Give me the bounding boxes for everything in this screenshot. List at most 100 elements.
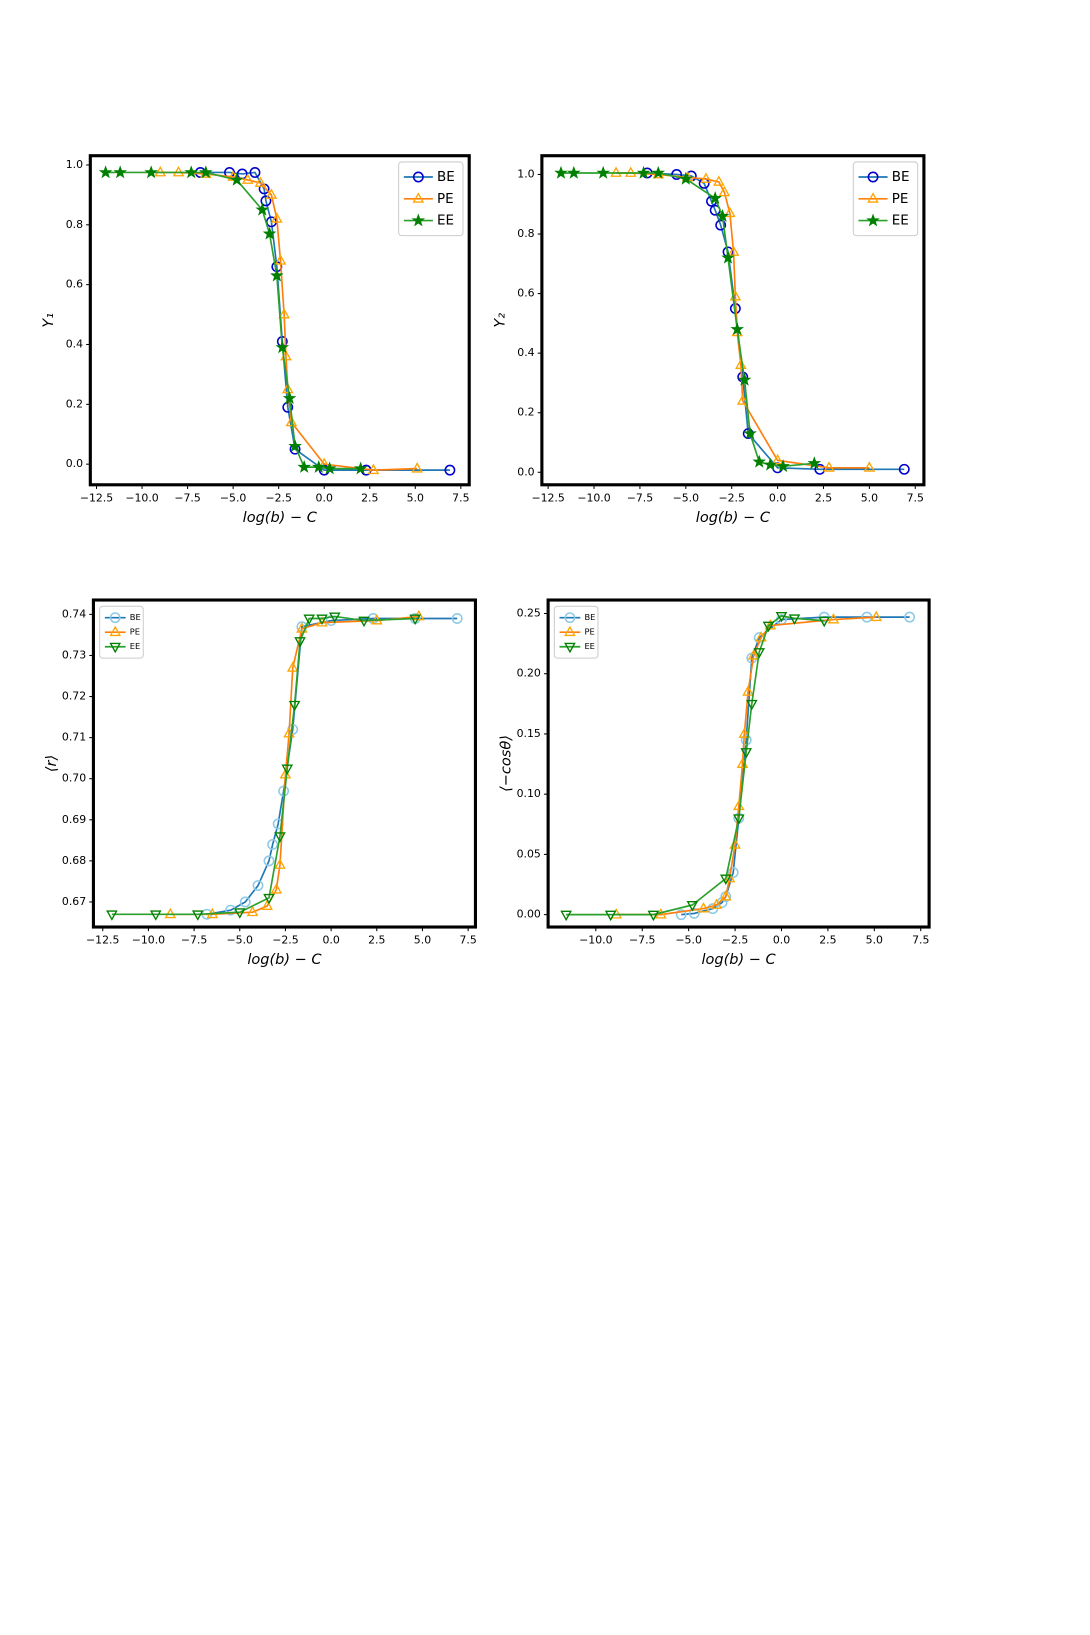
marker [719,874,732,886]
marker [771,453,784,465]
marker [199,165,213,179]
marker [281,764,294,775]
marker [775,611,788,623]
marker [294,637,306,648]
marker [144,165,158,179]
marker [567,165,581,179]
marker [328,612,341,623]
x-tick-label: 5.0 [866,934,883,947]
marker [724,206,736,218]
marker [288,700,301,712]
series-line [111,615,416,916]
marker [316,616,328,627]
subplot: −12.5 −10.0 −7.5 −5.0 −2.5 0.0 2.5 5.0 7.5 0.67 0.… [44,598,478,968]
y-tick-label: 0.8 [66,218,83,231]
legend-label: EE [892,213,909,229]
plot-frame [546,598,931,929]
marker [554,165,568,179]
legend-marker [867,192,879,203]
marker [262,226,277,240]
legend-label: PE [437,191,454,207]
marker [296,622,308,633]
y-tick-label: 0.73 [62,648,86,661]
marker [411,462,423,473]
y-tick-label: 0.25 [517,607,541,620]
marker [898,463,910,475]
marker [807,456,822,470]
marker [358,616,370,628]
legend-marker [412,171,424,183]
marker [274,858,286,869]
y-tick-label: 0.6 [66,278,83,291]
x-tick-label: −10.0 [125,491,158,504]
y-axis-label: Y₂ [492,313,508,328]
marker [723,871,736,883]
x-tick-label: 0.0 [316,491,333,504]
legend-marker [867,171,879,183]
legend-label: PE [892,191,909,207]
marker [713,175,725,186]
x-tick-label: 7.5 [907,491,924,504]
marker [735,358,747,370]
legend-marker [564,612,576,624]
marker [675,909,687,921]
marker [671,169,683,180]
plot-frame [540,154,926,487]
y-tick-label: 0.8 [517,227,534,240]
marker [227,170,239,181]
marker [191,910,204,921]
marker [229,172,244,186]
x-axis-label: log(b) − C [696,510,771,526]
series-line [681,616,910,916]
marker [367,463,380,475]
marker [282,401,294,413]
series-line [105,171,361,470]
x-tick-label: 7.5 [452,491,469,504]
x-tick-label: 5.0 [414,934,431,947]
marker [610,166,622,177]
legend-marker [564,642,576,654]
x-tick-label: −5.0 [220,491,247,504]
marker [233,908,246,919]
marker [98,165,113,179]
x-tick-label: 7.5 [912,934,929,947]
legend-label: EE [584,641,595,651]
marker [409,614,421,626]
x-axis-label: log(b) − C [247,952,322,968]
marker [311,460,326,473]
marker [700,172,712,183]
y-tick-label: 0.4 [66,337,83,350]
marker [270,883,283,894]
subplot: −12.5 −10.0 −7.5 −5.0 −2.5 0.0 2.5 5.0 7.5 0.0 0.2… [41,154,471,526]
marker [863,461,876,472]
marker [113,165,127,179]
marker [241,173,254,184]
marker [274,832,286,843]
legend-marker [866,213,880,227]
marker [636,165,651,179]
x-tick-label: −2.5 [265,491,291,504]
y-tick-label: 0.71 [62,731,86,744]
y-tick-label: 0.15 [517,727,541,740]
marker [730,322,744,336]
series-line [206,617,458,916]
marker [281,382,294,394]
y-tick-label: 0.70 [62,772,86,785]
marker [270,268,284,282]
marker [753,648,766,659]
y-tick-label: 0.6 [517,287,534,300]
x-tick-label: −10.0 [577,491,610,504]
marker [282,391,297,405]
x-tick-label: −12.5 [86,934,119,947]
marker [322,461,337,475]
marker [715,219,727,231]
y-tick-label: 0.72 [62,690,86,703]
marker [743,426,757,440]
marker [732,799,745,811]
marker [288,439,302,452]
marker [246,905,259,917]
marker [265,188,278,199]
marker [651,165,666,179]
marker [239,896,251,908]
